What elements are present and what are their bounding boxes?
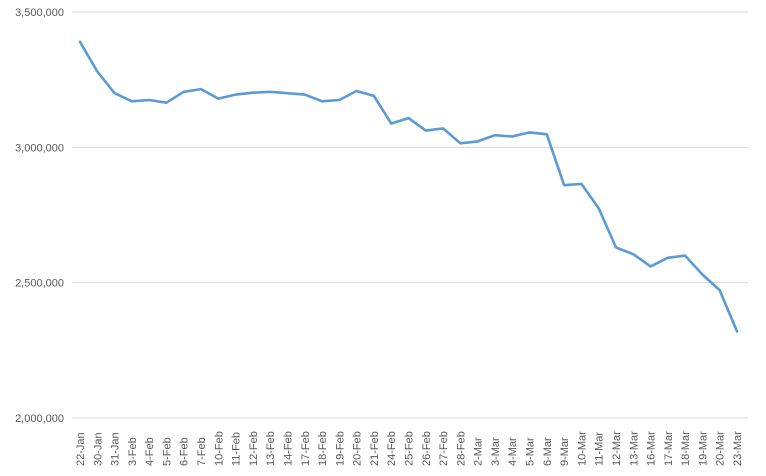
x-tick-label: 10-Mar [576,431,588,466]
y-tick-label: 2,500,000 [15,278,64,290]
x-tick-label: 25-Feb [404,431,416,466]
x-tick-label: 27-Feb [438,431,450,466]
y-tick-label: 3,500,000 [15,7,64,19]
y-tick-label: 2,000,000 [15,413,64,425]
x-tick-label: 21-Feb [369,431,381,466]
x-tick-label: 23-Mar [732,431,744,466]
x-tick-label: 19-Feb [334,431,346,466]
x-tick-label: 13-Feb [265,431,277,466]
x-tick-label: 16-Mar [646,431,658,466]
x-tick-label: 20-Feb [352,431,364,466]
gridlines [72,11,748,419]
x-tick-label: 14-Feb [282,431,294,466]
x-tick-label: 2-Mar [473,437,485,466]
x-tick-label: 22-Jan [75,432,87,466]
x-tick-label: 12-Feb [248,431,260,466]
x-tick-label: 18-Mar [680,431,692,466]
x-tick-label: 20-Mar [715,431,727,466]
x-tick-label: 11-Feb [231,432,243,466]
x-tick-label: 17-Mar [663,431,675,466]
x-tick-label: 3-Mar [490,437,502,466]
x-tick-label: 11-Mar [594,432,606,466]
y-tick-label: 3,000,000 [15,142,64,154]
x-tick-label: 3-Feb [127,437,139,466]
x-tick-label: 9-Mar [559,437,571,466]
series-line [78,40,739,333]
x-tick-label: 28-Feb [455,431,467,466]
x-tick-label: 18-Feb [317,431,329,466]
x-tick-label: 4-Feb [144,437,156,466]
x-tick-label: 17-Feb [300,431,312,466]
x-axis: 22-Jan 30-Jan 31-Jan 3-Feb 4-Feb 5-Feb 6-Feb 7-… [75,431,744,466]
x-tick-label: 24-Feb [386,431,398,466]
x-tick-label: 31-Jan [110,432,122,466]
x-tick-label: 26-Feb [421,431,433,466]
x-tick-label: 6-Feb [179,437,191,466]
x-tick-label: 10-Feb [213,431,225,466]
x-tick-label: 30-Jan [92,432,104,466]
x-tick-label: 7-Feb [196,437,208,466]
x-tick-label: 5-Feb [161,437,173,466]
x-tick-label: 5-Mar [525,437,537,466]
series-group [78,40,739,333]
x-tick-label: 4-Mar [507,437,519,466]
x-tick-label: 13-Mar [628,431,640,466]
x-tick-label: 6-Mar [542,437,554,466]
y-axis: 2,000,000 2,500,000 3,000,000 3,500,000 [15,7,64,425]
x-tick-label: 12-Mar [611,431,623,466]
x-tick-label: 19-Mar [697,431,709,466]
